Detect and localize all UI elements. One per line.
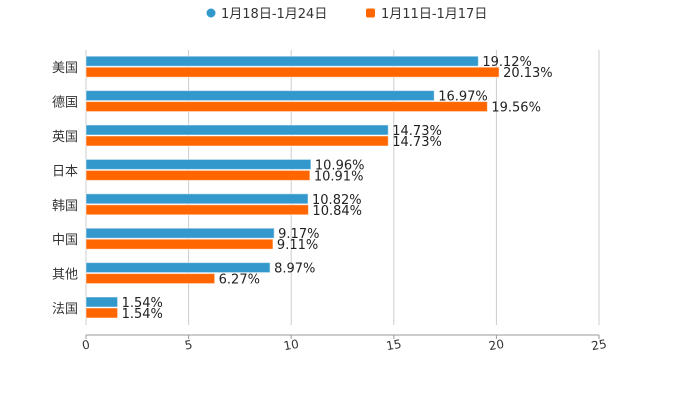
x-tick-label: 0 — [81, 337, 91, 352]
bar-1 — [85, 204, 309, 216]
data-label: 14.73% — [392, 135, 442, 150]
data-label: 6.27% — [219, 273, 260, 288]
bar-1 — [85, 135, 389, 147]
bar-1 — [85, 101, 488, 113]
legend-marker-1 — [366, 8, 375, 18]
category-label: 德国 — [52, 96, 78, 111]
category-label: 美国 — [52, 61, 78, 76]
bar-1 — [85, 238, 274, 250]
data-label: 8.97% — [274, 262, 315, 277]
category-label: 其他 — [52, 268, 78, 283]
bar-0 — [85, 193, 309, 205]
x-tick-label: 15 — [385, 337, 402, 353]
data-label: 14.73% — [392, 124, 442, 139]
category-label: 韩国 — [52, 199, 78, 214]
category-label: 法国 — [52, 302, 78, 317]
data-label: 10.96% — [315, 158, 365, 173]
bar-1 — [85, 307, 119, 319]
data-label: 9.17% — [278, 227, 319, 242]
legend-marker-0 — [206, 8, 216, 18]
data-label: 19.56% — [491, 101, 541, 116]
data-label: 9.11% — [277, 238, 318, 253]
bar-0 — [85, 296, 119, 308]
bar-1 — [85, 169, 311, 181]
bar-0 — [85, 227, 275, 239]
legend-label-0: 1月18日-1月24日 — [221, 7, 327, 22]
category-label: 中国 — [52, 233, 78, 248]
bar-0 — [85, 124, 389, 136]
data-label: 1.54% — [122, 296, 163, 311]
bar-0 — [85, 55, 479, 67]
data-label: 10.82% — [312, 193, 362, 208]
data-label: 20.13% — [503, 66, 553, 81]
data-label: 19.12% — [482, 55, 532, 70]
data-label: 1.54% — [122, 307, 163, 322]
data-label: 10.91% — [314, 169, 364, 184]
x-tick-label: 25 — [590, 337, 607, 353]
bar-0 — [85, 90, 435, 102]
bar-1 — [85, 66, 500, 78]
x-tick-label: 10 — [282, 337, 299, 353]
data-label: 10.84% — [312, 204, 362, 219]
data-label: 16.97% — [438, 90, 488, 105]
legend-label-1: 1月11日-1月17日 — [381, 7, 487, 22]
bar-1 — [85, 273, 216, 285]
category-label: 英国 — [52, 130, 78, 145]
bar-0 — [85, 158, 312, 170]
category-label: 日本 — [52, 164, 78, 179]
x-tick-label: 5 — [184, 337, 194, 352]
x-tick-label: 20 — [488, 337, 505, 353]
bar-0 — [85, 262, 271, 274]
